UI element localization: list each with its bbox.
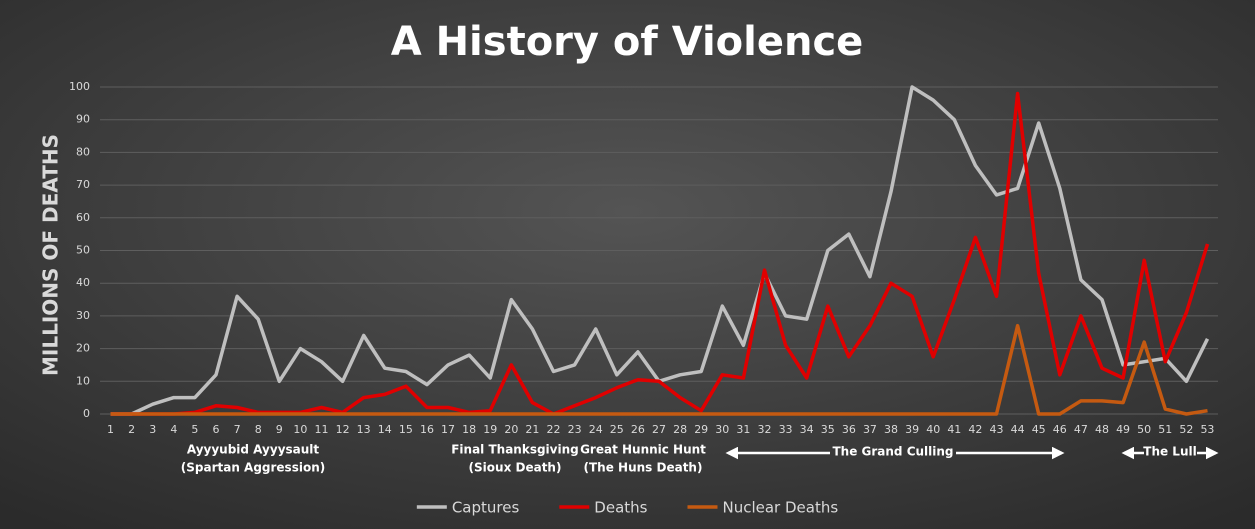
x-tick-label: 15 <box>399 423 413 436</box>
x-tick-label: 8 <box>255 423 262 436</box>
x-tick-label: 31 <box>736 423 750 436</box>
x-tick-label: 10 <box>293 423 307 436</box>
x-tick-label: 28 <box>673 423 687 436</box>
x-tick-label: 11 <box>314 423 328 436</box>
annotation: (Spartan Aggression) <box>181 461 325 475</box>
y-tick-label: 10 <box>76 374 90 387</box>
annotation: (Sioux Death) <box>469 461 562 475</box>
x-tick-label: 7 <box>234 423 241 436</box>
x-tick-label: 47 <box>1074 423 1088 436</box>
x-tick-label: 4 <box>170 423 177 436</box>
y-axis-label: MILLIONS OF DEATHS <box>39 134 63 376</box>
annotation: Ayyyubid Ayyysault <box>187 443 320 457</box>
x-tick-label: 49 <box>1116 423 1130 436</box>
legend-label: Captures <box>452 499 520 517</box>
y-tick-label: 90 <box>76 113 90 126</box>
legend-item: Deaths <box>559 499 648 517</box>
x-tick-label: 30 <box>715 423 729 436</box>
x-tick-label: 52 <box>1179 423 1193 436</box>
x-tick-label: 27 <box>652 423 666 436</box>
x-tick-label: 40 <box>926 423 940 436</box>
legend-label: Nuclear Deaths <box>722 499 838 517</box>
x-tick-label: 12 <box>336 423 350 436</box>
x-tick-label: 13 <box>357 423 371 436</box>
x-tick-label: 51 <box>1158 423 1172 436</box>
x-tick-label: 29 <box>694 423 708 436</box>
x-tick-label: 50 <box>1137 423 1151 436</box>
legend-label: Deaths <box>594 499 647 517</box>
x-tick-label: 41 <box>947 423 961 436</box>
y-tick-label: 40 <box>76 276 90 289</box>
legend-item: Nuclear Deaths <box>687 499 838 517</box>
annotation: The Grand Culling <box>832 445 953 459</box>
x-tick-label: 25 <box>610 423 624 436</box>
x-tick-label: 21 <box>525 423 539 436</box>
x-tick-label: 24 <box>589 423 603 436</box>
x-tick-label: 48 <box>1095 423 1109 436</box>
x-tick-label: 2 <box>128 423 135 436</box>
legend-item: Captures <box>416 499 520 517</box>
y-tick-label: 0 <box>83 407 90 420</box>
x-tick-label: 1 <box>107 423 114 436</box>
x-tick-label: 42 <box>968 423 982 436</box>
x-tick-label: 9 <box>276 423 283 436</box>
y-tick-label: 70 <box>76 178 90 191</box>
x-tick-label: 45 <box>1032 423 1046 436</box>
x-tick-label: 18 <box>462 423 476 436</box>
annotation: Great Hunnic Hunt <box>580 443 706 457</box>
x-tick-label: 5 <box>191 423 198 436</box>
x-tick-label: 46 <box>1053 423 1067 436</box>
x-tick-label: 43 <box>990 423 1004 436</box>
x-tick-label: 36 <box>842 423 856 436</box>
y-tick-label: 80 <box>76 145 90 158</box>
x-tick-label: 17 <box>441 423 455 436</box>
y-tick-label: 100 <box>69 80 90 93</box>
annotations: Ayyyubid Ayyysault (Spartan Aggression) … <box>181 443 1219 475</box>
x-tick-label: 53 <box>1200 423 1214 436</box>
y-tick-label: 60 <box>76 211 90 224</box>
x-tick-label: 33 <box>779 423 793 436</box>
x-tick-label: 34 <box>800 423 814 436</box>
x-tick-label: 16 <box>420 423 434 436</box>
x-tick-label: 6 <box>213 423 220 436</box>
chart-title: A History of Violence <box>391 19 864 65</box>
annotation: The Lull <box>1143 445 1196 459</box>
x-tick-label: 39 <box>905 423 919 436</box>
x-tick-label: 22 <box>547 423 561 436</box>
series-line <box>110 323 1208 416</box>
x-tick-label: 37 <box>863 423 877 436</box>
x-tick-label: 35 <box>821 423 835 436</box>
y-tick-label: 20 <box>76 342 90 355</box>
y-tick-label: 50 <box>76 244 90 257</box>
x-tick-label: 3 <box>149 423 156 436</box>
x-tick-label: 44 <box>1011 423 1025 436</box>
legend: Captures Deaths Nuclear Deaths <box>416 499 838 517</box>
x-tick-label: 32 <box>757 423 771 436</box>
annotation: (The Huns Death) <box>584 461 703 475</box>
x-tick-label: 38 <box>884 423 898 436</box>
x-tick-label: 23 <box>568 423 582 436</box>
annotation: Final Thanksgiving <box>451 443 579 457</box>
x-tick-label: 26 <box>631 423 645 436</box>
x-tick-label: 20 <box>504 423 518 436</box>
y-tick-label: 30 <box>76 309 90 322</box>
x-tick-label: 14 <box>378 423 392 436</box>
x-tick-label: 19 <box>483 423 497 436</box>
